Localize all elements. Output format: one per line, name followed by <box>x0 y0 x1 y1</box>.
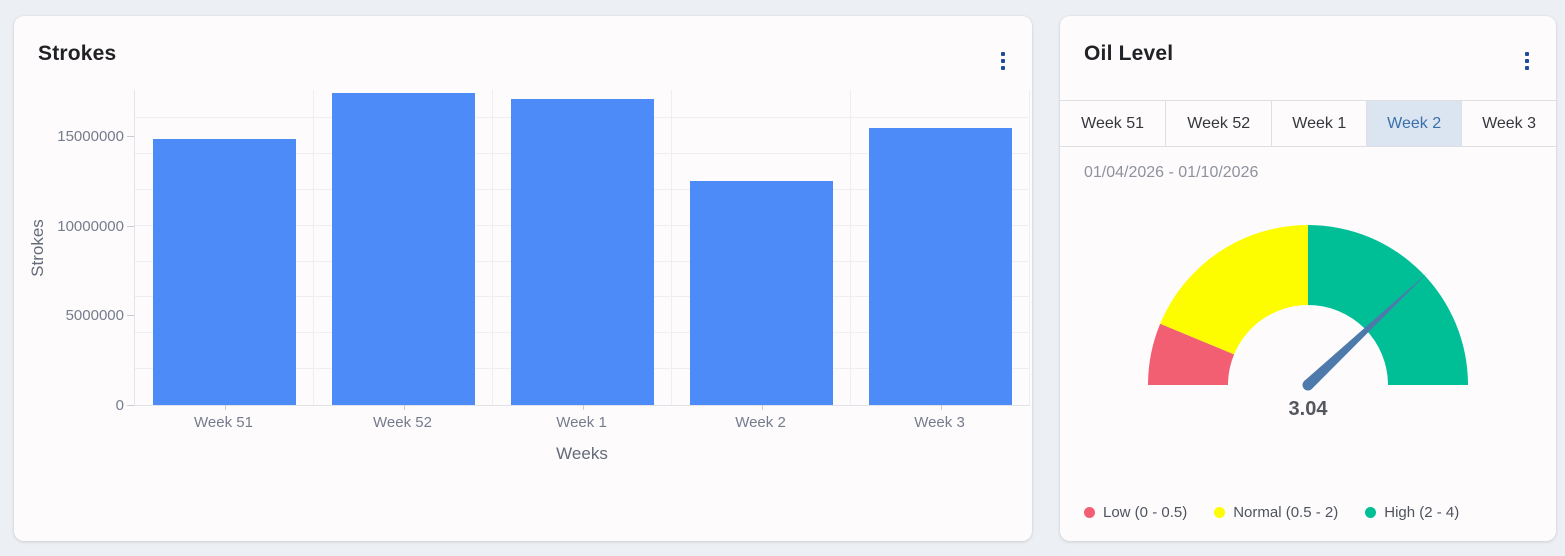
tab-week-52[interactable]: Week 52 <box>1166 101 1273 146</box>
x-axis-labels: Week 51 Week 52 Week 1 Week 2 Week 3 <box>134 414 1030 434</box>
bar-week-1[interactable] <box>510 99 655 405</box>
bar-week-52[interactable] <box>331 92 476 405</box>
x-category-label: Week 51 <box>194 414 253 431</box>
v-gridline <box>671 90 672 405</box>
legend-dot <box>1084 507 1095 518</box>
gauge-segment-normal <box>1160 225 1308 355</box>
v-gridline <box>492 90 493 405</box>
kebab-menu-icon <box>1524 65 1530 71</box>
strokes-plot <box>134 90 1030 410</box>
legend-item-low[interactable]: Low (0 - 0.5) <box>1084 504 1187 521</box>
bar-week-2[interactable] <box>689 180 834 405</box>
x-category-label: Week 52 <box>373 414 432 431</box>
kebab-menu-icon <box>1524 58 1530 64</box>
v-gridline <box>1029 90 1030 405</box>
kebab-menu-icon <box>1000 65 1006 71</box>
oil-level-card-menu-button[interactable] <box>1514 48 1540 74</box>
x-category-label: Week 2 <box>735 414 786 431</box>
legend-item-normal[interactable]: Normal (0.5 - 2) <box>1214 504 1338 521</box>
gauge-needle-hub <box>1302 379 1314 391</box>
legend-label: Low (0 - 0.5) <box>1103 504 1188 521</box>
gauge-segment-high <box>1308 225 1468 385</box>
y-tick-label: 10000000 <box>57 217 124 235</box>
gauge-segment-low <box>1148 323 1235 385</box>
x-axis-title: Weeks <box>556 444 608 463</box>
x-tick <box>224 405 226 410</box>
y-tick <box>127 315 134 317</box>
oil-level-card-title: Oil Level <box>1084 42 1174 65</box>
y-axis-ticks: 0 5000000 10000000 15000000 <box>44 90 134 414</box>
gauge-needle <box>1304 272 1428 390</box>
v-gridline <box>850 90 851 405</box>
date-range-label: 01/04/2026 - 01/10/2026 <box>1084 164 1259 181</box>
strokes-card-title: Strokes <box>38 42 117 65</box>
y-tick-label: 5000000 <box>65 307 124 325</box>
x-category-label: Week 1 <box>556 414 607 431</box>
legend-label: High (2 - 4) <box>1384 504 1460 521</box>
week-tabs: Week 51 Week 52 Week 1 Week 2 Week 3 <box>1060 100 1556 147</box>
legend-dot <box>1214 507 1226 518</box>
kebab-menu-icon <box>1000 58 1006 64</box>
legend-label: Normal (0.5 - 2) <box>1233 504 1339 521</box>
y-tick-label: 15000000 <box>57 127 124 145</box>
v-gridline <box>313 90 314 405</box>
x-tick <box>761 405 763 410</box>
oil-gauge <box>1148 225 1468 391</box>
legend-item-high[interactable]: High (2 - 4) <box>1365 504 1459 521</box>
y-tick <box>127 405 134 406</box>
strokes-card-menu-button[interactable] <box>990 48 1016 74</box>
bar-week-51[interactable] <box>152 138 297 405</box>
x-category-label: Week 3 <box>914 414 965 431</box>
gauge-value-label: 3.04 <box>1288 398 1328 420</box>
tab-week-1[interactable]: Week 1 <box>1272 101 1368 146</box>
x-tick <box>940 405 942 410</box>
x-tick <box>403 405 405 410</box>
bar-week-3[interactable] <box>868 128 1013 405</box>
kebab-menu-icon <box>1524 51 1530 57</box>
tab-week-51[interactable]: Week 51 <box>1060 101 1167 146</box>
y-tick-label: 0 <box>115 397 124 414</box>
legend-dot <box>1365 507 1377 518</box>
y-tick <box>127 225 134 227</box>
tab-week-3[interactable]: Week 3 <box>1462 101 1556 146</box>
x-tick <box>582 405 584 410</box>
kebab-menu-icon <box>1000 51 1006 57</box>
strokes-card: Strokes Strokes 0 5000000 10000000 15000000… <box>14 16 1032 541</box>
gauge-legend: Low (0 - 0.5) Normal (0.5 - 2) High (2 -… <box>1084 504 1459 521</box>
y-tick <box>127 135 134 137</box>
tab-week-2[interactable]: Week 2 <box>1367 101 1463 146</box>
oil-level-card: Oil Level Week 51 Week 52 Week 1 Week 2 … <box>1060 16 1556 541</box>
